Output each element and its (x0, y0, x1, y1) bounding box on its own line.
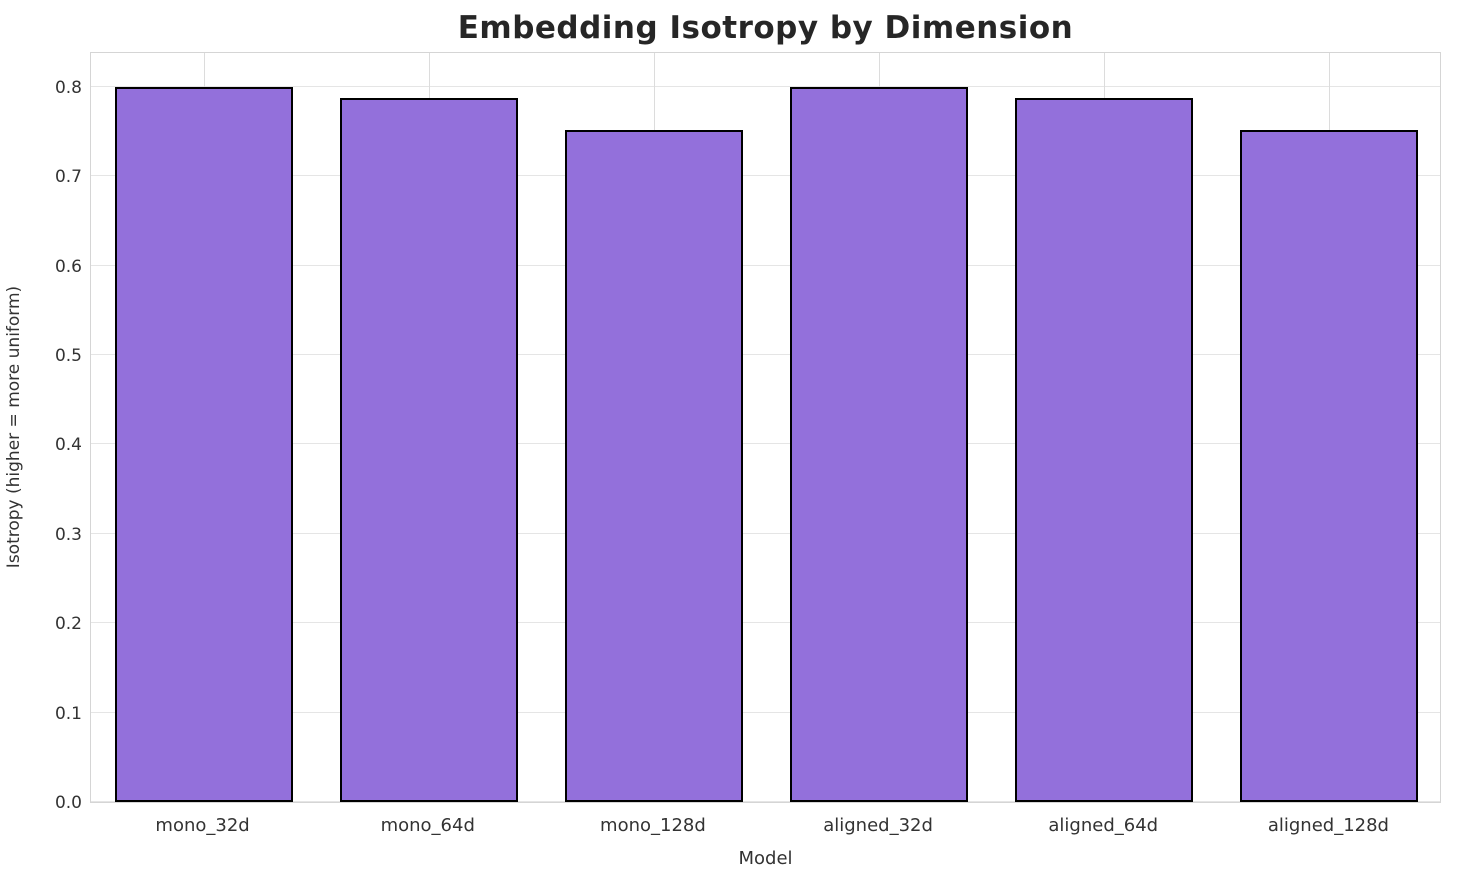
gridline-horizontal (91, 711, 1440, 713)
xtick-label-mono_64d: mono_64d (380, 815, 475, 836)
chart-title: Embedding Isotropy by Dimension (457, 10, 1074, 46)
bar-aligned_32d (790, 86, 969, 802)
gridline-horizontal (91, 622, 1440, 624)
gridline-horizontal (91, 443, 1440, 445)
xtick-label-aligned_32d: aligned_32d (823, 815, 933, 836)
gridline-horizontal (91, 264, 1440, 266)
ytick-label: 0.3 (54, 524, 82, 545)
ytick-label: 0.6 (54, 256, 82, 277)
xtick-label-mono_32d: mono_32d (155, 815, 250, 836)
ytick-label: 0.1 (54, 703, 82, 724)
plot-area (90, 52, 1441, 803)
gridline-horizontal (91, 801, 1440, 802)
xtick-label-mono_128d: mono_128d (600, 815, 706, 836)
xtick-label-aligned_64d: aligned_64d (1048, 815, 1159, 836)
bar-mono_32d (114, 86, 293, 802)
ytick-label: 0.2 (54, 614, 82, 635)
gridline-horizontal (91, 175, 1440, 177)
ytick-label: 0.8 (54, 77, 82, 98)
ytick-label: 0.4 (54, 435, 82, 456)
ytick-label: 0.7 (54, 167, 82, 188)
bar-mono_64d (339, 98, 518, 802)
ytick-label: 0.5 (54, 345, 82, 366)
gridline-horizontal (91, 85, 1440, 87)
bar-mono_128d (564, 129, 743, 802)
bar-aligned_128d (1240, 129, 1419, 802)
ytick-label: 0.0 (54, 793, 82, 813)
x-axis-label: Model (738, 848, 793, 869)
gridline-horizontal (91, 353, 1440, 355)
y-axis-label: Isotropy (higher = more uniform) (4, 285, 24, 569)
gridline-horizontal (91, 532, 1440, 534)
bar-aligned_64d (1015, 98, 1194, 802)
xtick-label-aligned_128d: aligned_128d (1267, 815, 1389, 836)
